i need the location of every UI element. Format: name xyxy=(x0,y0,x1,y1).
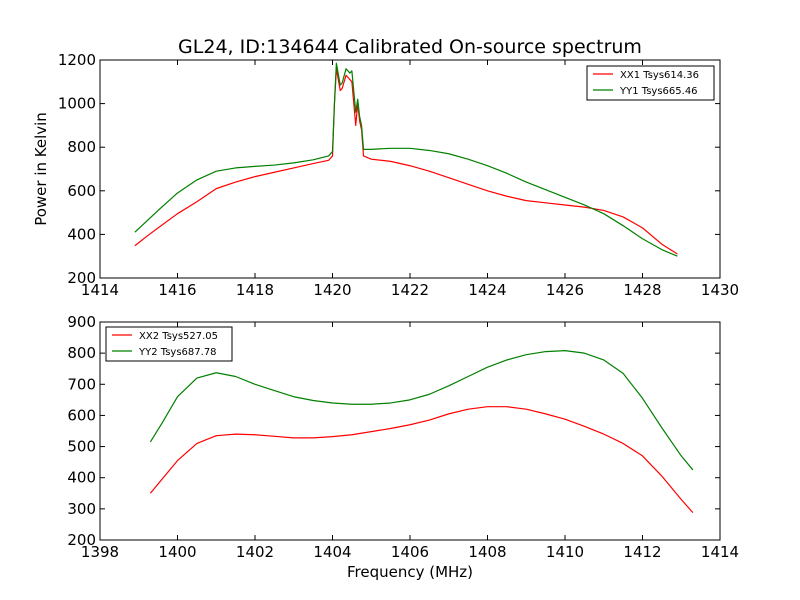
top-subplot: GL24, ID:134644 Calibrated On-source spe… xyxy=(32,36,739,299)
legend-label-xx1: XX1 Tsys614.36 xyxy=(620,70,699,81)
bottom-y-tick-label: 200 xyxy=(67,531,96,549)
top-x-tick-label: 1426 xyxy=(546,281,584,299)
bottom-y-tick-label: 500 xyxy=(67,438,96,456)
top-legend: XX1 Tsys614.36 YY1 Tsys665.46 xyxy=(586,65,715,101)
bottom-x-tick-label: 1400 xyxy=(158,543,196,561)
bottom-x-tick-label: 1414 xyxy=(701,543,739,561)
top-x-tick-label: 1428 xyxy=(623,281,661,299)
chart-title: GL24, ID:134644 Calibrated On-source spe… xyxy=(178,36,642,58)
legend-label-xx2: XX2 Tsys527.05 xyxy=(139,331,218,342)
top-y-tick-label: 800 xyxy=(67,138,96,156)
top-y-tick-label: 400 xyxy=(67,225,96,243)
bottom-x-tick-label: 1410 xyxy=(546,543,584,561)
bottom-series-line-1 xyxy=(149,406,694,513)
bottom-legend-box xyxy=(105,326,233,362)
bottom-y-tick-label: 700 xyxy=(67,375,96,393)
legend-label-yy2: YY2 Tsys687.78 xyxy=(138,347,217,358)
legend-label-yy1: YY1 Tsys665.46 xyxy=(619,86,698,97)
top-legend-box xyxy=(586,65,715,101)
bottom-y-tick-label: 900 xyxy=(67,313,96,331)
top-axes-frame xyxy=(99,59,721,279)
top-y-tick-label: 1200 xyxy=(58,51,96,69)
top-series-line-1 xyxy=(134,68,678,255)
bottom-x-tick-label: 1412 xyxy=(623,543,661,561)
top-x-tick-label: 1416 xyxy=(158,281,196,299)
bottom-axis-ticks: 1398 1400 1402 1404 1406 1408 1410 1412 1414 200 3… xyxy=(67,313,739,561)
top-axis-ticks: 1414 1416 1418 1420 1422 1424 1426 1428 1430 200 4… xyxy=(58,51,739,299)
bottom-series-lines xyxy=(149,350,694,513)
bottom-x-tick-label: 1402 xyxy=(236,543,274,561)
bottom-legend: XX2 Tsys527.05 YY2 Tsys687.78 xyxy=(105,326,233,362)
bottom-x-tick-label: 1398 xyxy=(81,543,119,561)
top-y-tick-label: 1000 xyxy=(58,95,96,113)
top-series-lines xyxy=(134,62,678,257)
bottom-y-tick-label: 800 xyxy=(67,344,96,362)
bottom-axes-frame xyxy=(99,321,721,541)
bottom-x-axis-label: Frequency (MHz) xyxy=(347,563,473,581)
bottom-x-tick-label: 1406 xyxy=(391,543,429,561)
top-x-tick-label: 1422 xyxy=(391,281,429,299)
top-y-tick-label: 200 xyxy=(67,269,96,287)
top-y-axis-label: Power in Kelvin xyxy=(32,112,50,226)
top-y-tick-label: 600 xyxy=(67,182,96,200)
bottom-y-tick-label: 300 xyxy=(67,500,96,518)
top-x-tick-label: 1430 xyxy=(701,281,739,299)
bottom-subplot: Frequency (MHz) 1398 1400 1402 1404 1406 1408… xyxy=(67,313,739,581)
bottom-x-tick-label: 1404 xyxy=(313,543,351,561)
bottom-series-line-2 xyxy=(149,350,694,471)
top-x-tick-label: 1424 xyxy=(468,281,506,299)
top-series-line-2 xyxy=(134,62,678,257)
bottom-y-tick-label: 600 xyxy=(67,406,96,424)
top-x-tick-label: 1420 xyxy=(313,281,351,299)
top-x-tick-label: 1418 xyxy=(236,281,274,299)
top-x-tick-label: 1414 xyxy=(81,281,119,299)
bottom-x-tick-label: 1408 xyxy=(468,543,506,561)
bottom-y-tick-label: 400 xyxy=(67,469,96,487)
